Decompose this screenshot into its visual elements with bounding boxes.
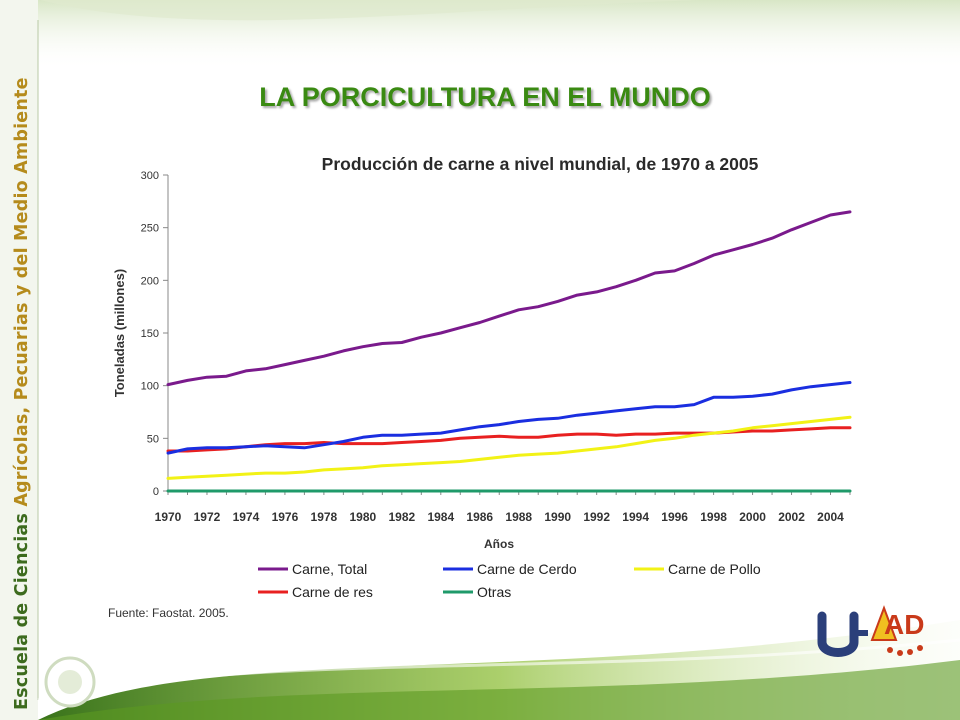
x-tick-label: 2000 (739, 510, 766, 524)
x-tick-label: 1996 (661, 510, 688, 524)
x-tick-label: 1988 (505, 510, 532, 524)
x-tick-label: 1992 (583, 510, 610, 524)
x-tick-label: 2004 (817, 510, 844, 524)
legend-label: Carne, Total (292, 561, 367, 577)
chart-title: Producción de carne a nivel mundial, de … (321, 154, 759, 174)
series-line-2 (166, 381, 852, 455)
logo-text: AD (884, 609, 924, 640)
x-tick-label: 2002 (778, 510, 805, 524)
x-tick-label: 1984 (427, 510, 454, 524)
x-tick-label: 1990 (544, 510, 571, 524)
x-tick-label: 1974 (233, 510, 260, 524)
y-tick-label: 300 (141, 170, 159, 182)
x-tick-label: 1970 (155, 510, 182, 524)
slide-title: LA PORCICULTURA EN EL MUNDO (259, 82, 711, 112)
y-tick-label: 0 (153, 486, 159, 498)
y-axis-label: Toneladas (millones) (112, 269, 127, 397)
legend-label: Carne de Cerdo (477, 561, 577, 577)
y-tick-label: 150 (141, 328, 159, 340)
x-tick-label: 1986 (466, 510, 493, 524)
y-tick-label: 250 (141, 223, 159, 235)
series-line-3 (166, 415, 852, 480)
series-line-4 (166, 426, 852, 453)
x-tick-label: 1978 (311, 510, 338, 524)
x-axis-label: Años (484, 537, 514, 551)
y-tick-label: 50 (147, 433, 159, 445)
y-tick-label: 200 (141, 275, 159, 287)
x-tick-label: 1980 (350, 510, 377, 524)
legend-label: Carne de Pollo (668, 561, 761, 577)
source-note: Fuente: Faostat. 2005. (108, 606, 229, 620)
x-tick-label: 1994 (622, 510, 649, 524)
legend-label: Carne de res (292, 584, 373, 600)
x-tick-label: 1976 (272, 510, 299, 524)
unad-logo: AD (817, 605, 924, 657)
legend-label: Otras (477, 584, 511, 600)
y-tick-label: 100 (141, 381, 159, 393)
x-tick-label: 1998 (700, 510, 727, 524)
series-line-1 (166, 210, 852, 387)
x-tick-label: 1972 (194, 510, 221, 524)
x-tick-label: 1982 (388, 510, 415, 524)
